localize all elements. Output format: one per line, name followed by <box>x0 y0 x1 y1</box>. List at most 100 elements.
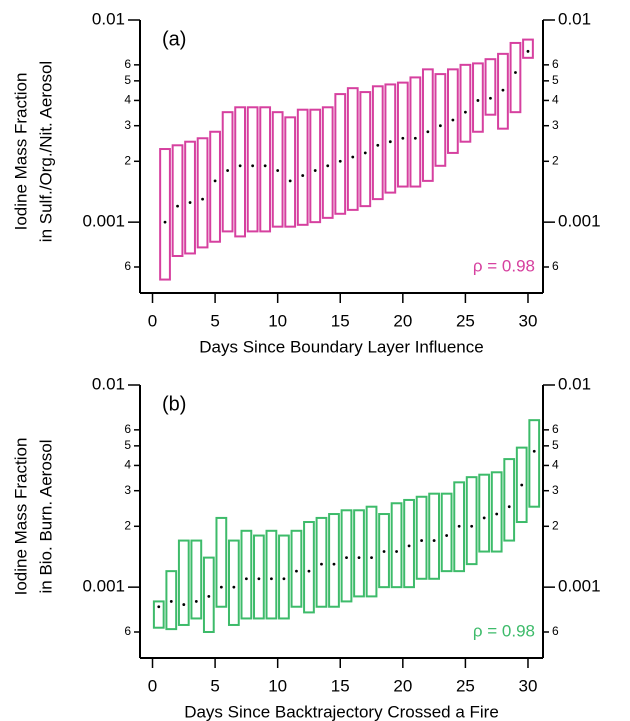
box <box>240 529 253 620</box>
box <box>290 529 303 608</box>
median-dot <box>276 169 280 172</box>
box <box>309 108 322 224</box>
y-tick-label: 6 <box>124 259 131 273</box>
median-dot <box>157 605 161 609</box>
y-tick-label: 6 <box>124 422 131 436</box>
median-dot <box>532 449 536 453</box>
median-dot <box>489 96 492 100</box>
median-dot <box>263 164 267 168</box>
y-tick-label: 2 <box>124 153 131 167</box>
y-tick-label: 3 <box>552 118 559 132</box>
box <box>209 130 221 243</box>
median-dot <box>432 539 436 542</box>
box <box>215 516 228 608</box>
box <box>522 38 534 59</box>
box <box>353 509 365 598</box>
y-tick-label: 5 <box>552 73 559 87</box>
median-dot <box>445 534 449 537</box>
y-tick-label: 0.01 <box>558 9 591 28</box>
box <box>184 140 196 255</box>
panel-label: (b) <box>162 393 186 415</box>
median-dot <box>320 562 323 566</box>
box <box>396 81 409 188</box>
x-axis-label: Days Since Backtrajectory Crossed a Fire <box>184 702 499 721</box>
y-tick-label: 0.001 <box>558 577 601 596</box>
median-dot <box>219 585 223 589</box>
x-tick-label: 30 <box>519 676 538 695</box>
median-dot <box>338 159 342 163</box>
x-tick-label: 15 <box>331 311 350 330</box>
box <box>190 539 203 620</box>
box <box>465 476 478 566</box>
annotation: ρ = 0.98 <box>473 621 535 640</box>
x-tick-label: 25 <box>456 676 475 695</box>
median-dot <box>244 577 248 581</box>
median-dot <box>376 143 380 147</box>
x-tick-label: 0 <box>148 676 157 695</box>
y-tick-label: 6 <box>552 624 559 638</box>
box <box>484 58 497 116</box>
y-tick-label: 3 <box>552 483 559 497</box>
median-dot <box>363 151 367 155</box>
median-dot <box>351 155 355 159</box>
median-dot <box>482 516 486 520</box>
box <box>271 111 284 228</box>
box <box>459 63 472 143</box>
median-dot <box>345 556 348 560</box>
box <box>365 505 378 598</box>
median-dot <box>370 556 373 560</box>
y-axis-label: in Bio. Burn. Aerosol <box>36 439 55 593</box>
median-dot <box>176 204 179 208</box>
median-dot <box>507 505 511 509</box>
median-dot <box>514 71 517 74</box>
y-tick-label: 0.001 <box>82 577 125 596</box>
median-dot <box>232 585 236 589</box>
median-dot <box>501 88 505 92</box>
y-tick-label: 4 <box>552 93 559 107</box>
median-dot <box>407 544 411 548</box>
x-tick-label: 5 <box>210 676 219 695</box>
box <box>346 87 359 211</box>
box <box>253 534 265 620</box>
median-dot <box>382 550 386 553</box>
median-dot <box>420 539 423 542</box>
y-tick-label: 0.001 <box>558 212 601 231</box>
median-dot <box>226 169 230 172</box>
median-dot <box>169 600 173 603</box>
median-dot <box>495 512 499 516</box>
median-dot <box>388 140 392 144</box>
median-dot <box>201 197 204 201</box>
median-dot <box>270 577 273 581</box>
box <box>503 458 516 542</box>
box <box>447 68 459 154</box>
box <box>315 516 328 608</box>
median-dot <box>301 174 305 177</box>
box <box>384 83 397 194</box>
box <box>196 137 209 249</box>
box <box>177 539 190 626</box>
box <box>334 93 347 215</box>
y-tick-label: 6 <box>552 422 559 436</box>
median-dot <box>213 179 217 183</box>
median-dot <box>251 164 255 168</box>
box <box>428 492 440 580</box>
median-dot <box>207 594 211 598</box>
y-axis-label: in Sulf./Org./Nit. Aerosol <box>36 61 55 242</box>
y-tick-label: 0.001 <box>82 212 125 231</box>
box <box>159 148 171 281</box>
median-dot <box>238 164 242 168</box>
median-dot <box>395 550 398 553</box>
box <box>165 570 178 631</box>
box <box>265 529 278 620</box>
y-axis-label: Iodine Mass Fraction <box>11 438 30 596</box>
x-tick-label: 0 <box>148 311 157 330</box>
box <box>221 111 234 233</box>
y-tick-label: 3 <box>124 483 131 497</box>
y-tick-label: 6 <box>124 57 131 71</box>
box <box>227 539 240 626</box>
median-dot <box>288 179 292 183</box>
x-tick-label: 5 <box>210 311 219 330</box>
median-dot <box>470 524 474 528</box>
box <box>328 513 340 608</box>
